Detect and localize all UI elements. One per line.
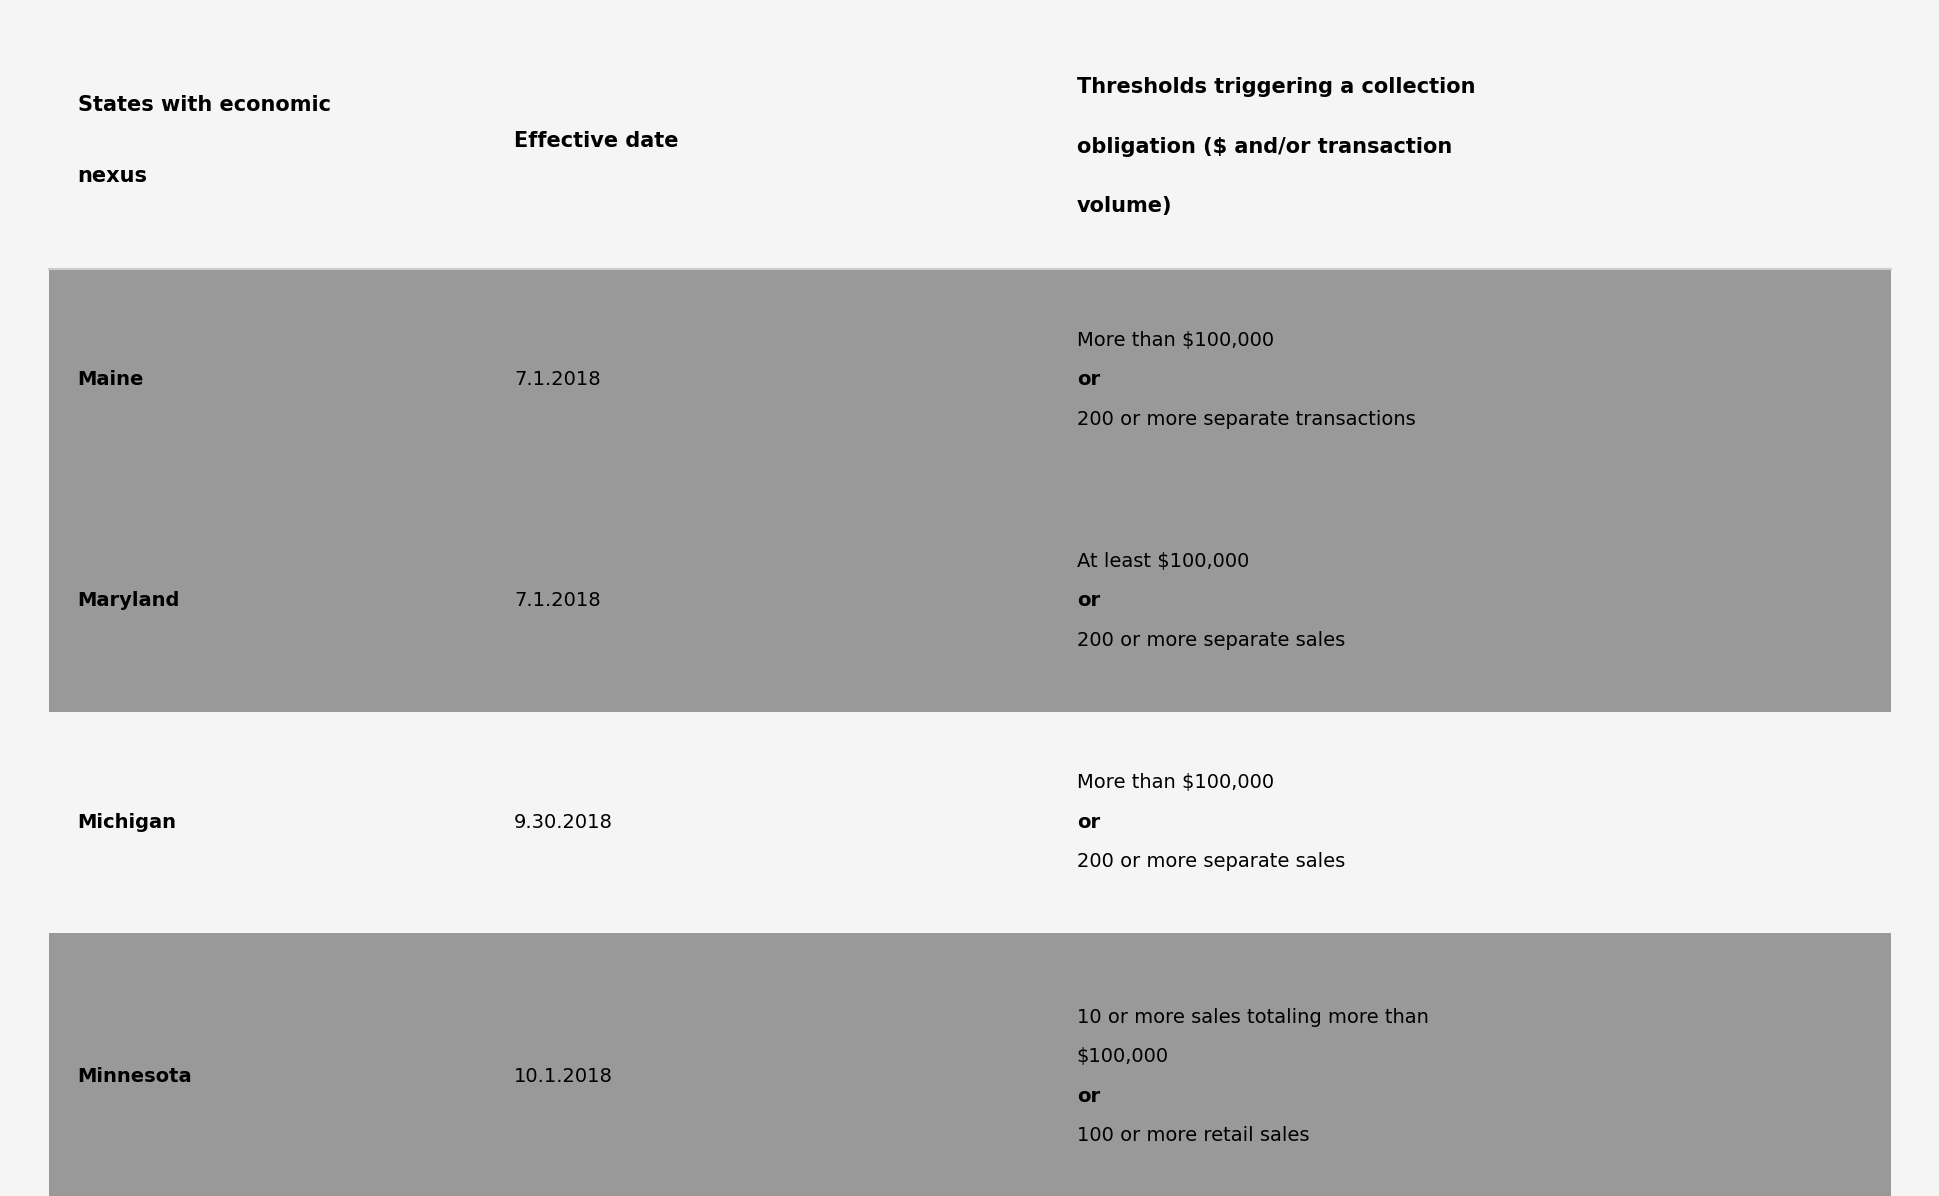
Text: Minnesota: Minnesota [78,1067,192,1086]
Text: States with economic: States with economic [78,94,330,115]
Text: 100 or more retail sales: 100 or more retail sales [1076,1127,1309,1145]
Text: 7.1.2018: 7.1.2018 [514,371,601,389]
Text: At least $100,000: At least $100,000 [1076,553,1249,570]
Text: or: or [1076,371,1099,389]
Bar [48,269,1891,490]
Text: More than $100,000: More than $100,000 [1076,331,1274,349]
Text: 7.1.2018: 7.1.2018 [514,592,601,610]
Text: volume): volume) [1076,196,1171,216]
Text: Michigan: Michigan [78,813,176,831]
Text: obligation ($ and/or transaction: obligation ($ and/or transaction [1076,136,1450,157]
Bar [48,712,1891,933]
Bar [48,490,1891,712]
Text: Maryland: Maryland [78,592,180,610]
Text: 200 or more separate sales: 200 or more separate sales [1076,853,1344,871]
Text: Maine: Maine [78,371,143,389]
Text: or: or [1076,813,1099,831]
Text: 200 or more separate transactions: 200 or more separate transactions [1076,410,1415,428]
Text: 10.1.2018: 10.1.2018 [514,1067,613,1086]
Text: or: or [1076,1087,1099,1105]
Text: or: or [1076,592,1099,610]
Text: Thresholds triggering a collection: Thresholds triggering a collection [1076,77,1474,97]
Text: More than $100,000: More than $100,000 [1076,774,1274,792]
Text: 10 or more sales totaling more than: 10 or more sales totaling more than [1076,1008,1427,1026]
Text: 200 or more separate sales: 200 or more separate sales [1076,631,1344,649]
Text: 9.30.2018: 9.30.2018 [514,813,613,831]
Bar [48,36,1891,269]
Bar [48,933,1891,1196]
Text: nexus: nexus [78,166,147,187]
Text: $100,000: $100,000 [1076,1048,1167,1066]
Text: Effective date: Effective date [514,130,679,151]
